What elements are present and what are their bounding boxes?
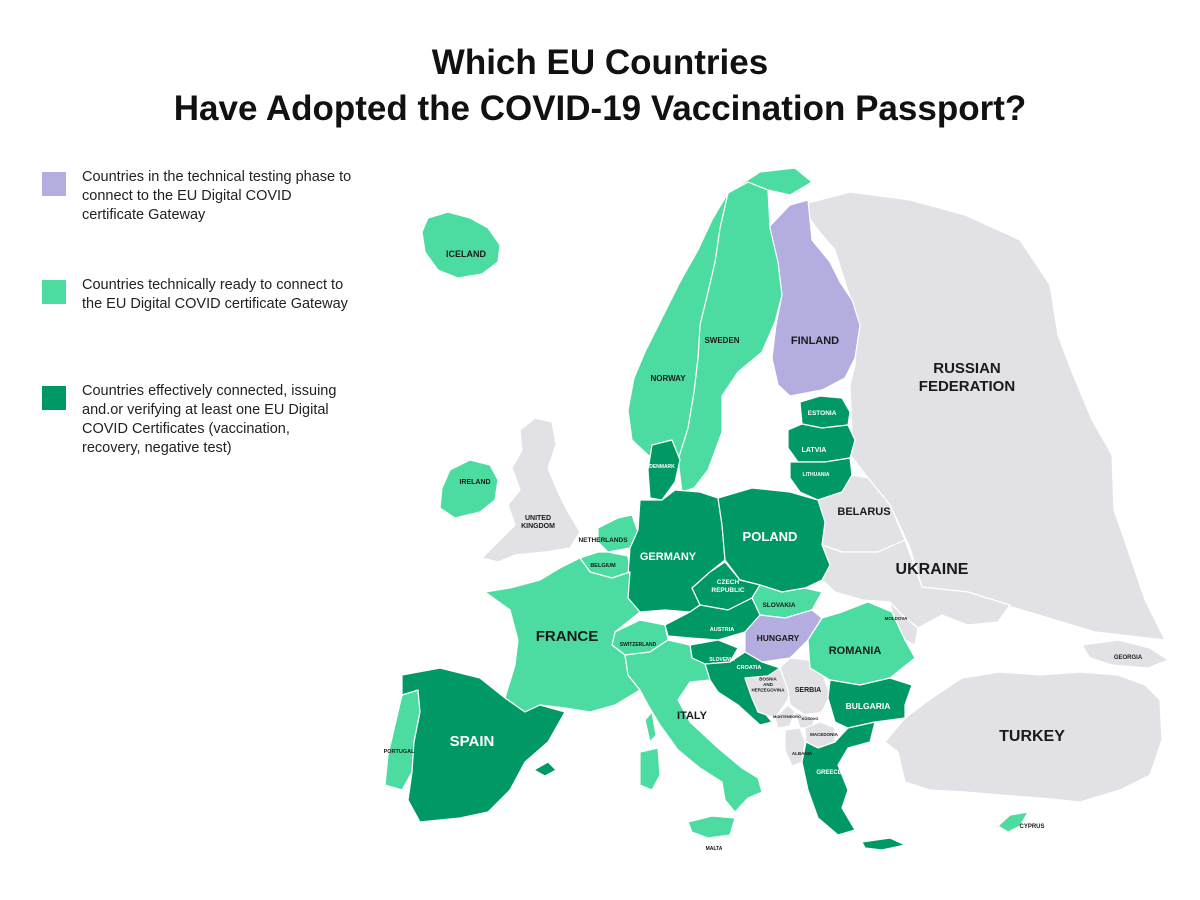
label-serbia: SERBIA: [795, 687, 821, 694]
legend-text-ready: Countries technically ready to connect t…: [82, 277, 348, 312]
label-albania: ALBANIA: [792, 751, 813, 756]
label-bulgaria: BULGARIA: [846, 701, 891, 711]
country-ireland[interactable]: [439, 459, 499, 519]
country-france[interactable]: [484, 557, 641, 713]
legend-swatch-connected: [42, 386, 66, 410]
label-latvia: LATVIA: [802, 447, 827, 454]
country-spain[interactable]: [401, 667, 566, 823]
title-line-2: Have Adopted the COVID-19 Vaccination Pa…: [173, 89, 1027, 128]
label-slovenia: SLOVENIA: [709, 657, 735, 663]
label-netherlands: NETHERLANDS: [578, 537, 628, 544]
label-romania: ROMANIA: [829, 645, 882, 657]
country-greece[interactable]: [801, 721, 876, 836]
country-bosnia[interactable]: [744, 667, 791, 719]
label-czech: CZECH REPUBLIC: [711, 579, 745, 594]
label-line: BOSNIA: [759, 677, 777, 682]
label-germany: GERMANY: [640, 551, 697, 563]
label-greece: GREECE: [816, 770, 841, 776]
label-line: UNITED: [525, 515, 551, 522]
label-france: FRANCE: [536, 628, 599, 645]
country-iceland[interactable]: [421, 211, 501, 279]
label-ireland: IRELAND: [459, 479, 490, 486]
country-italy[interactable]: [624, 639, 763, 813]
label-iceland: ICELAND: [446, 249, 486, 259]
label-croatia: CROATIA: [737, 665, 762, 671]
country-kosovo[interactable]: [794, 711, 816, 729]
label-poland: POLAND: [743, 529, 798, 544]
label-line: AND: [763, 682, 773, 687]
country-georgia[interactable]: [1081, 639, 1169, 669]
label-finland: FINLAND: [791, 335, 839, 347]
label-macedonia: MACEDONIA: [810, 732, 838, 737]
label-ukraine: UKRAINE: [896, 561, 969, 578]
label-slovakia: SLOVAKIA: [762, 602, 795, 609]
country-montenegro[interactable]: [774, 704, 796, 729]
label-line: FEDERATION: [919, 378, 1015, 395]
legend-swatch-testing: [42, 172, 66, 196]
label-belarus: BELARUS: [837, 506, 890, 518]
label-georgia: GEORGIA: [1114, 655, 1143, 661]
label-italy: ITALY: [677, 710, 708, 722]
map-title: Which EU Countries Have Adopted the COVI…: [0, 40, 1200, 132]
country-latvia[interactable]: [787, 423, 856, 463]
label-portugal: PORTUGAL: [384, 749, 416, 755]
legend-swatch-ready: [42, 280, 66, 304]
label-denmark: DENMARK: [649, 464, 675, 470]
legend-text-testing: Countries in the technical testing phase…: [82, 169, 352, 223]
title-line-1: Which EU Countries: [431, 43, 769, 82]
label-montenegro: MONTENEGRO: [773, 715, 801, 719]
label-line: KINGDOM: [521, 523, 555, 530]
country-ukraine[interactable]: [821, 539, 1011, 629]
label-line: RUSSIAN: [933, 360, 1001, 377]
label-malta: MALTA: [706, 846, 723, 852]
label-russia: RUSSIAN FEDERATION: [919, 360, 1015, 395]
label-moldova: MOLDOVA: [885, 616, 908, 621]
label-kosovo: KOSOVO: [802, 717, 819, 721]
country-norway[interactable]: [627, 167, 813, 463]
label-line: HERZEGOVINA: [751, 687, 785, 692]
country-romania[interactable]: [807, 601, 916, 686]
label-uk: UNITED KINGDOM: [521, 515, 555, 530]
label-lithuania: LITHUANIA: [803, 472, 830, 478]
label-line: REPUBLIC: [711, 587, 745, 594]
island-baleares: [533, 761, 557, 777]
label-norway: NORWAY: [650, 374, 686, 383]
label-hungary: HUNGARY: [757, 633, 800, 643]
island-sardinia: [639, 747, 661, 791]
country-uk[interactable]: [481, 417, 581, 563]
country-denmark[interactable]: [647, 439, 681, 501]
island-sicily: [687, 815, 736, 839]
label-belgium: BELGIUM: [590, 563, 616, 569]
label-bosnia: BOSNIA AND HERZEGOVINA: [751, 677, 785, 693]
country-moldova[interactable]: [889, 601, 919, 646]
island-corsica: [644, 711, 657, 743]
label-turkey: TURKEY: [999, 728, 1065, 745]
country-malta[interactable]: [711, 845, 719, 852]
legend-text-connected: Countries effectively connected, issuing…: [82, 383, 337, 456]
country-turkey[interactable]: [884, 671, 1163, 803]
label-cyprus: CYPRUS: [1019, 824, 1044, 830]
label-line: CZECH: [717, 579, 740, 586]
label-switzerland: SWITZERLAND: [620, 642, 657, 648]
label-estonia: ESTONIA: [808, 410, 837, 417]
country-poland[interactable]: [717, 487, 831, 593]
country-russia[interactable]: [799, 191, 1166, 641]
country-cyprus[interactable]: [997, 811, 1029, 833]
label-sweden: SWEDEN: [704, 336, 739, 345]
island-crete: [861, 837, 906, 851]
label-austria: AUSTRIA: [710, 627, 734, 633]
label-spain: SPAIN: [450, 733, 495, 750]
